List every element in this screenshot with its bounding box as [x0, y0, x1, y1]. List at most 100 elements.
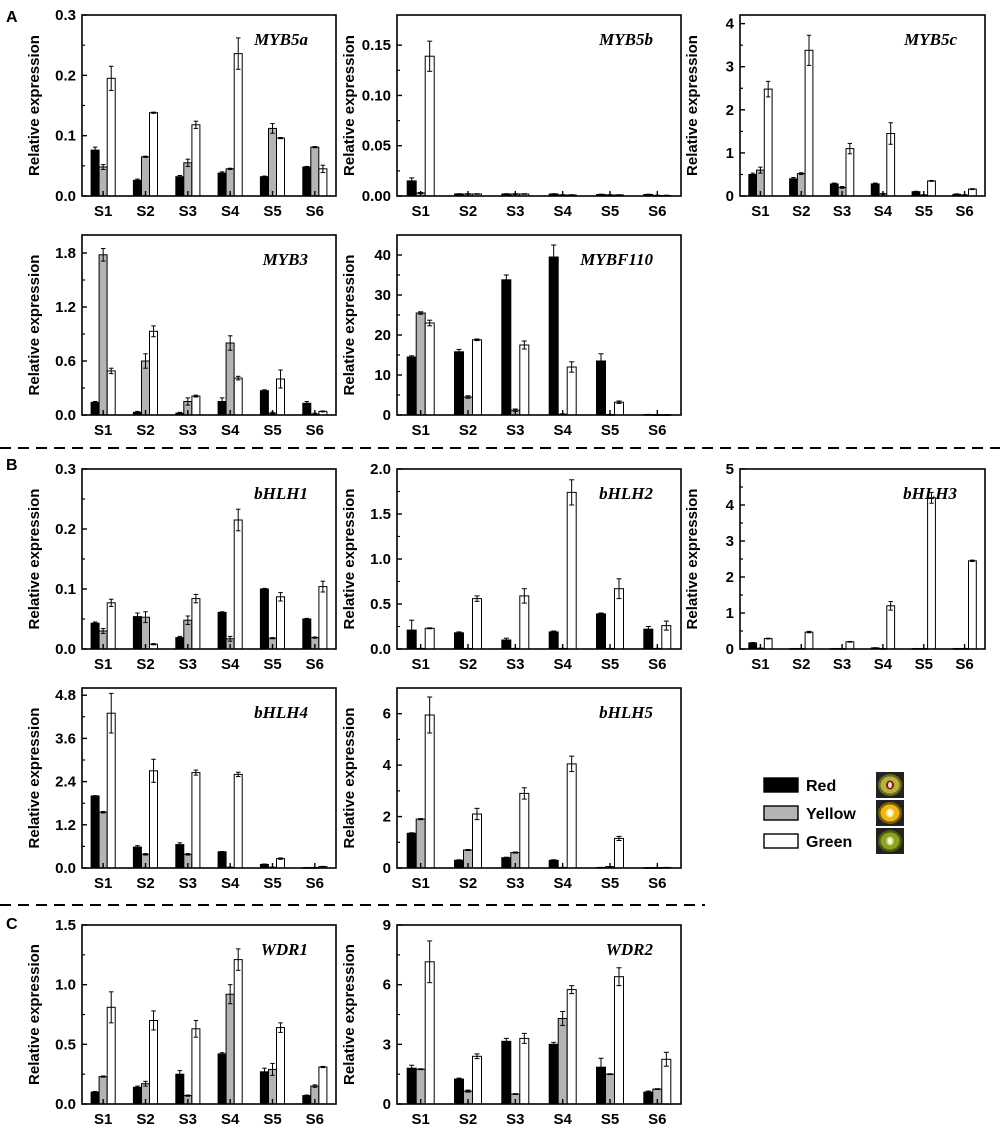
error-bar-green-s1 — [427, 696, 433, 734]
y-tick-label: 0.6 — [55, 353, 76, 370]
y-tick-label: 30 — [374, 287, 391, 304]
error-bar-yellow-s6 — [312, 636, 318, 639]
y-tick-label: 0.0 — [55, 641, 76, 658]
chart-mybf110: 0 10 20 30 40 S1 S2 S3 S4 S5 S6 Relative expression… — [341, 234, 682, 439]
chart-title: MYB5b — [598, 30, 653, 49]
x-tick-label: S2 — [459, 203, 477, 220]
error-bar-green-s4 — [235, 37, 241, 70]
plot-frame — [81, 687, 337, 869]
bar-green-s6 — [968, 188, 977, 197]
legend-label: Green — [806, 834, 852, 851]
bar-green-s5 — [614, 976, 624, 1105]
plot-frame — [739, 14, 986, 197]
y-axis-title: Relative expression — [26, 489, 43, 630]
y-tick-label: 0.5 — [370, 596, 391, 613]
x-tick-label: S2 — [459, 875, 477, 892]
bar-green-s1 — [763, 88, 773, 197]
legend-label: Red — [806, 778, 836, 795]
bar-red-s5 — [596, 360, 606, 416]
error-bar-green-s5 — [929, 491, 934, 504]
y-tick-label: 2.0 — [370, 461, 391, 478]
y-tick-label: 2 — [726, 102, 734, 119]
error-bar-red-s1 — [92, 146, 98, 154]
x-tick-label: S2 — [136, 203, 154, 220]
y-axis-title: Relative expression — [684, 35, 701, 176]
bar-yellow-s2 — [141, 156, 150, 197]
error-bar-green-s6 — [663, 1051, 669, 1067]
error-bar-red-s6 — [304, 1094, 310, 1097]
bar-red-s4 — [217, 851, 227, 869]
error-bar-red-s2 — [135, 1085, 140, 1089]
bar-green-s3 — [519, 792, 530, 869]
error-bar-red-s3 — [503, 193, 509, 195]
bar-red-s1 — [748, 174, 758, 197]
error-bar-yellow-s5 — [607, 1073, 613, 1076]
error-bar-yellow-s1 — [100, 628, 106, 634]
x-tick-label: S6 — [648, 422, 666, 439]
error-bar-green-s4 — [235, 375, 241, 381]
y-tick-label: 1 — [726, 145, 734, 162]
error-bar-red-s5 — [262, 587, 267, 591]
y-axis-title: Relative expression — [26, 35, 43, 176]
error-bar-green-s1 — [766, 637, 771, 640]
error-bar-yellow-s5 — [270, 1062, 275, 1076]
y-axis-title: Relative expression — [341, 708, 358, 849]
bar-yellow-s5 — [268, 127, 277, 197]
error-bar-green-s4 — [888, 122, 893, 145]
x-tick-label: S3 — [179, 203, 197, 220]
error-bar-yellow-s6 — [312, 1084, 318, 1088]
bar-green-s1 — [763, 638, 773, 650]
chart-title: MYB5c — [903, 30, 957, 49]
error-bar-yellow-s3 — [185, 1094, 191, 1097]
x-tick-label: S5 — [263, 422, 281, 439]
bar-yellow-s2 — [141, 360, 150, 416]
error-bar-red-s4 — [872, 182, 878, 186]
bar-red-s3 — [175, 1073, 185, 1105]
x-tick-label: S5 — [601, 422, 619, 439]
error-bar-red-s3 — [177, 842, 183, 847]
error-bar-green-s4 — [235, 771, 241, 778]
error-bar-green-s2 — [806, 34, 812, 66]
y-tick-label: 1.2 — [55, 817, 76, 834]
y-tick-label: 2 — [383, 809, 391, 826]
y-tick-label: 4.8 — [55, 687, 76, 704]
x-tick-label: S4 — [553, 656, 572, 673]
y-tick-label: 4 — [726, 16, 735, 33]
error-bar-green-s3 — [193, 769, 199, 776]
x-tick-label: S5 — [263, 203, 281, 220]
error-bar-yellow-s5 — [270, 637, 275, 640]
bar-green-s4 — [233, 959, 243, 1105]
kiwi-center — [888, 782, 892, 788]
y-tick-label: 0.3 — [55, 461, 76, 478]
error-bar-red-s2 — [791, 176, 796, 181]
chart-bhlh2: 0.0 0.5 1.0 1.5 2.0 S1 S2 S3 S4 S5 S6 Relative expr… — [341, 461, 682, 673]
bar-green-s3 — [845, 641, 855, 650]
chart-bhlh1: 0.0 0.1 0.2 0.3 S1 S2 S3 S4 S5 S6 Relative express… — [26, 461, 337, 673]
x-tick-label: S2 — [136, 1111, 154, 1128]
error-bar-red-s6 — [304, 617, 310, 621]
error-bar-red-s4 — [551, 859, 557, 862]
chart-myb5b: 0.00 0.05 0.10 0.15 S1 S2 S3 S4 S5 S6 Relative exp… — [341, 14, 682, 220]
x-tick-label: S4 — [221, 422, 240, 439]
y-tick-label: 0.2 — [55, 67, 76, 84]
x-tick-label: S1 — [411, 656, 429, 673]
error-bar-red-s1 — [92, 621, 98, 625]
bar-green-s2 — [804, 49, 814, 197]
error-bar-yellow-s2 — [143, 155, 148, 158]
error-bar-red-s3 — [832, 182, 837, 186]
error-bar-green-s2 — [474, 193, 480, 195]
y-tick-label: 9 — [383, 917, 391, 934]
error-bar-green-s3 — [193, 120, 199, 129]
bar-green-s1 — [424, 627, 435, 650]
bar-green-s2 — [149, 112, 158, 197]
bar-green-s3 — [191, 124, 201, 197]
bar-green-s3 — [519, 344, 530, 416]
error-bar-yellow-s4 — [560, 1011, 566, 1026]
error-bar-red-s1 — [750, 172, 755, 177]
bar-red-s1 — [90, 149, 100, 197]
bar-red-s1 — [406, 832, 417, 869]
error-bar-green-s3 — [521, 193, 527, 195]
x-tick-label: S3 — [506, 875, 524, 892]
error-bar-green-s3 — [193, 593, 199, 604]
